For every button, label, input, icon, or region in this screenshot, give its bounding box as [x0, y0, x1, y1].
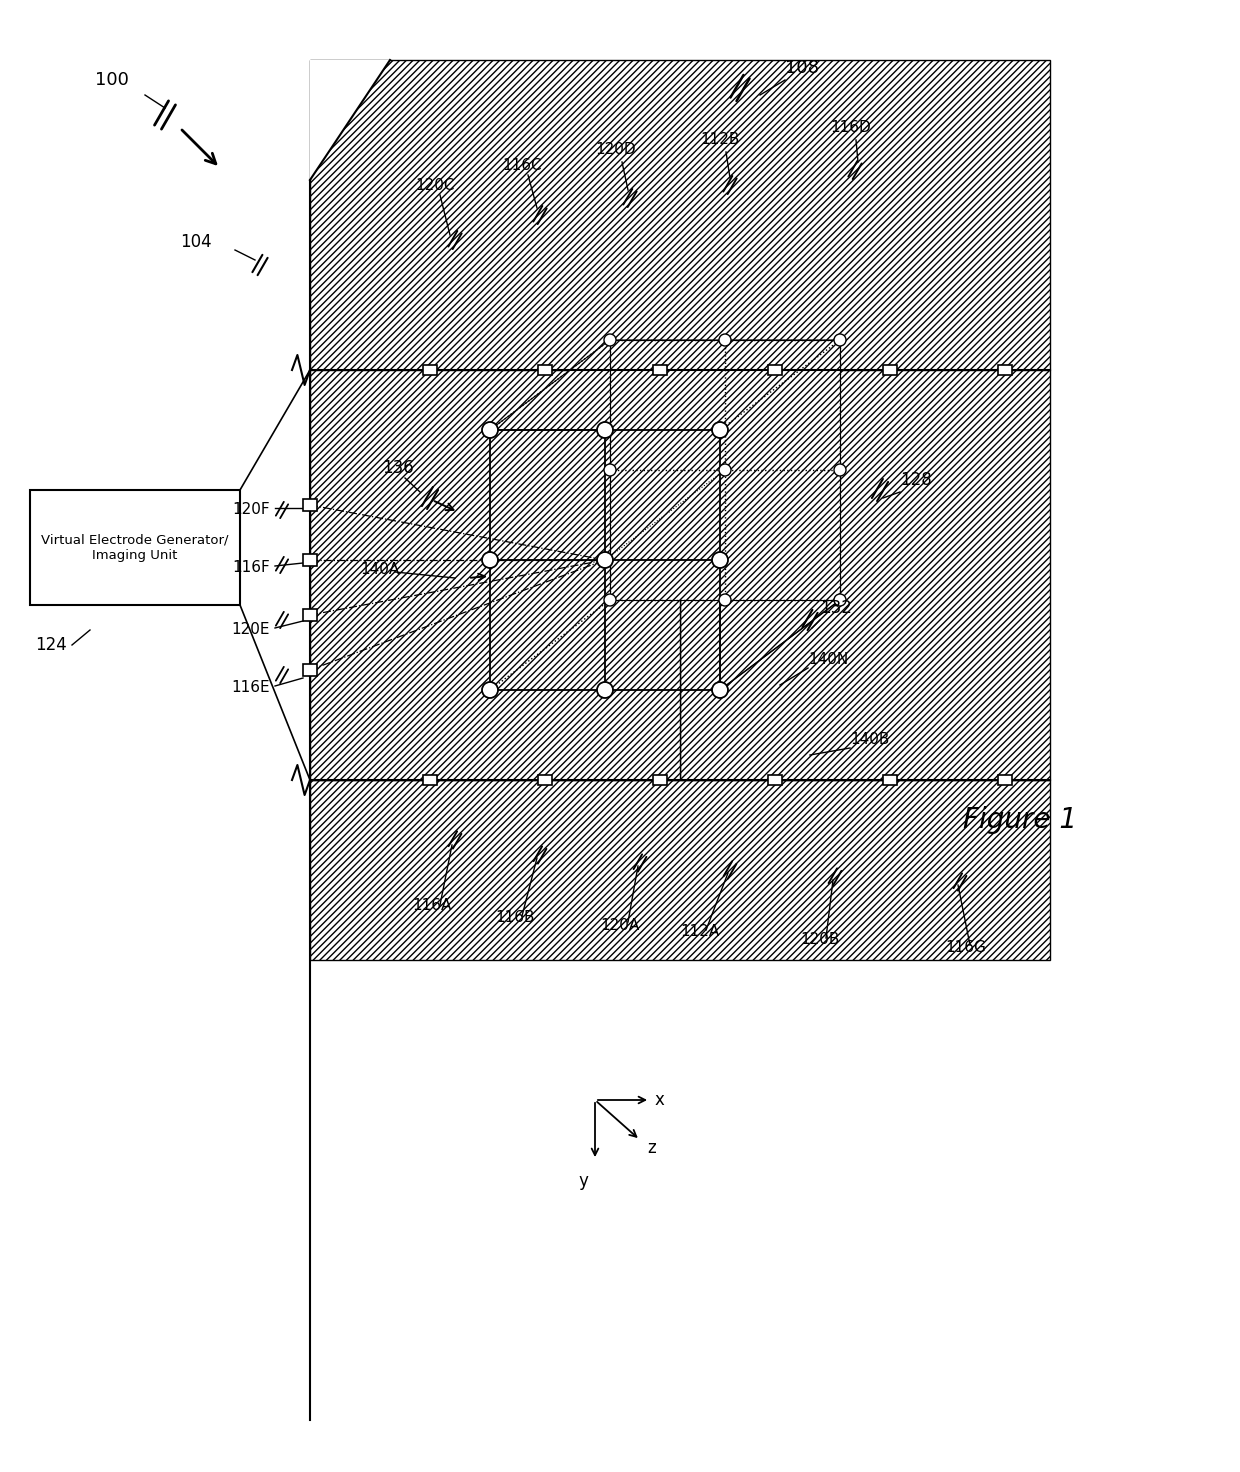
- Text: x: x: [655, 1091, 665, 1108]
- Polygon shape: [310, 369, 680, 780]
- Circle shape: [719, 595, 732, 606]
- Polygon shape: [680, 369, 1050, 780]
- Bar: [883, 774, 897, 785]
- Circle shape: [482, 552, 498, 568]
- Polygon shape: [490, 340, 839, 430]
- Polygon shape: [310, 780, 1050, 960]
- Text: Figure 1: Figure 1: [963, 807, 1078, 835]
- Bar: [303, 609, 317, 621]
- Bar: [998, 774, 1012, 785]
- Text: 120A: 120A: [600, 917, 640, 932]
- Text: 116B: 116B: [495, 911, 534, 926]
- Bar: [653, 774, 667, 785]
- Text: 112B: 112B: [701, 132, 739, 147]
- Text: 120D: 120D: [595, 143, 636, 158]
- Circle shape: [712, 682, 728, 698]
- Bar: [768, 774, 782, 785]
- Text: 140N: 140N: [808, 652, 848, 667]
- Text: y: y: [578, 1172, 588, 1189]
- Text: 116A: 116A: [412, 898, 451, 913]
- Text: Virtual Electrode Generator/
Imaging Unit: Virtual Electrode Generator/ Imaging Uni…: [41, 533, 228, 561]
- Circle shape: [719, 334, 732, 346]
- Bar: [303, 553, 317, 567]
- Text: 116G: 116G: [945, 941, 986, 955]
- Text: 116C: 116C: [502, 158, 542, 172]
- Text: 120C: 120C: [415, 178, 455, 193]
- Bar: [303, 664, 317, 676]
- Circle shape: [835, 595, 846, 606]
- Circle shape: [835, 464, 846, 475]
- Text: 116F: 116F: [232, 561, 270, 576]
- Circle shape: [604, 464, 616, 475]
- Polygon shape: [310, 60, 391, 180]
- Bar: [538, 365, 552, 375]
- Circle shape: [835, 334, 846, 346]
- Polygon shape: [610, 340, 839, 601]
- Text: 116D: 116D: [830, 121, 870, 135]
- Bar: [303, 499, 317, 511]
- Bar: [998, 365, 1012, 375]
- Circle shape: [604, 334, 616, 346]
- Polygon shape: [310, 60, 1050, 369]
- Bar: [423, 365, 436, 375]
- Text: 132: 132: [820, 599, 852, 617]
- Text: 104: 104: [180, 233, 212, 252]
- Text: 120F: 120F: [232, 502, 270, 518]
- Text: 112A: 112A: [680, 924, 719, 939]
- Bar: [538, 774, 552, 785]
- Circle shape: [596, 682, 613, 698]
- Circle shape: [596, 422, 613, 439]
- Text: 140A: 140A: [360, 562, 399, 577]
- Circle shape: [482, 422, 498, 439]
- Circle shape: [596, 552, 613, 568]
- Circle shape: [719, 464, 732, 475]
- Text: 120E: 120E: [232, 623, 270, 637]
- Circle shape: [712, 422, 728, 439]
- Circle shape: [604, 595, 616, 606]
- Text: z: z: [647, 1139, 656, 1157]
- Bar: [883, 365, 897, 375]
- Text: 108: 108: [785, 59, 818, 77]
- Text: 116E: 116E: [232, 680, 270, 695]
- Bar: [30, 490, 241, 605]
- Text: 100: 100: [95, 71, 129, 88]
- Bar: [653, 365, 667, 375]
- Circle shape: [712, 552, 728, 568]
- Text: 124: 124: [35, 636, 67, 654]
- Text: 140B: 140B: [849, 733, 889, 748]
- Polygon shape: [720, 340, 839, 690]
- Bar: [768, 365, 782, 375]
- Text: 128: 128: [900, 471, 931, 489]
- Bar: [423, 774, 436, 785]
- Text: 120B: 120B: [800, 932, 839, 948]
- Text: 136: 136: [382, 459, 414, 477]
- Circle shape: [482, 682, 498, 698]
